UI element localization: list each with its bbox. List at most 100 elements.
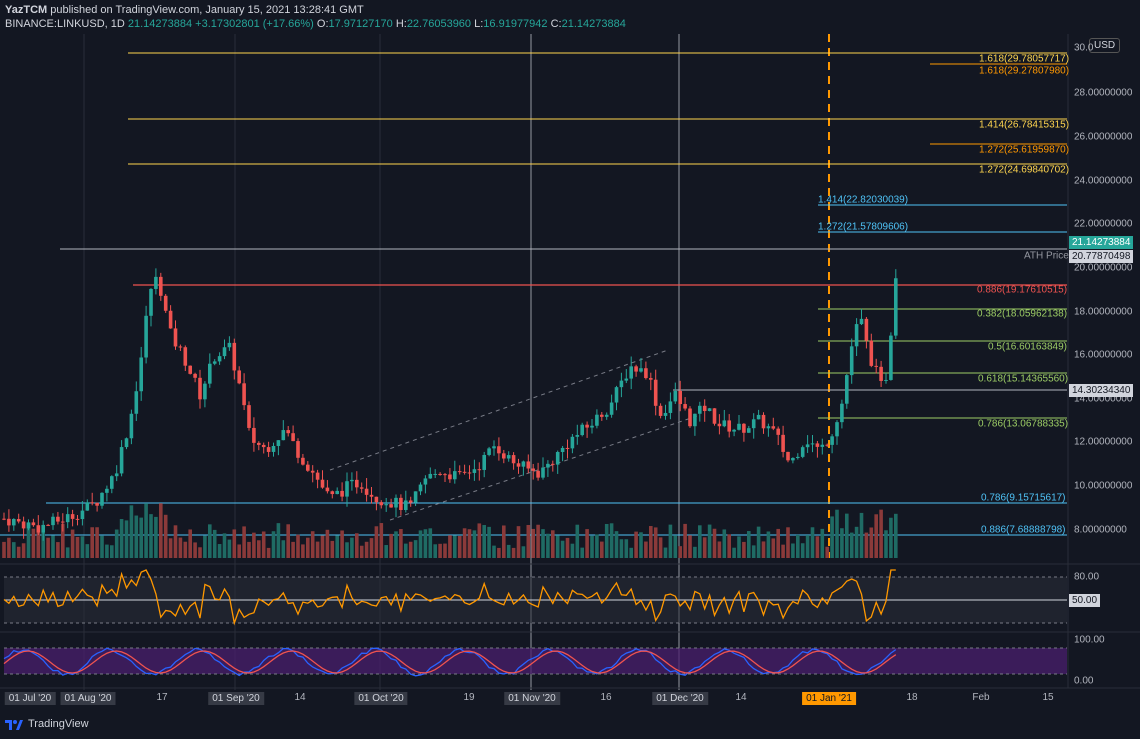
candlesticks[interactable] bbox=[2, 268, 898, 541]
candle-body bbox=[276, 440, 281, 446]
volume-bar bbox=[56, 542, 60, 558]
candle-body bbox=[100, 492, 104, 506]
volume-bar bbox=[722, 529, 727, 558]
candle-body bbox=[31, 522, 36, 526]
candle-body bbox=[815, 443, 820, 447]
price-tick: 12.00000000 bbox=[1074, 436, 1133, 448]
volume-bar bbox=[70, 529, 75, 558]
volume-bar bbox=[800, 543, 805, 558]
candle-body bbox=[874, 365, 878, 367]
volume-bar bbox=[565, 537, 570, 558]
candle-body bbox=[830, 436, 834, 445]
volume-bar bbox=[7, 537, 11, 558]
open-value: 17.97127170 bbox=[328, 18, 393, 30]
volume-bar bbox=[707, 524, 712, 558]
candle-body bbox=[418, 484, 423, 492]
brand-name: TradingView bbox=[28, 718, 89, 730]
candle-body bbox=[600, 414, 604, 417]
publisher-name[interactable]: YazTCM bbox=[5, 4, 48, 16]
fib-label: 1.414(22.82030039) bbox=[818, 194, 909, 206]
candle-body bbox=[335, 490, 339, 495]
fib-label: 1.272(25.61959870) bbox=[979, 144, 1070, 156]
volume-bar bbox=[276, 523, 281, 558]
high-value: 22.76053960 bbox=[406, 18, 472, 30]
candle-body bbox=[168, 310, 173, 329]
candle-body bbox=[796, 456, 800, 458]
time-tick: 01 Sep '20 bbox=[208, 692, 264, 705]
volume-bar bbox=[21, 543, 26, 558]
volume-bar bbox=[85, 544, 90, 558]
candle-body bbox=[845, 375, 849, 404]
candle-body bbox=[149, 288, 153, 316]
volume-bar bbox=[546, 533, 550, 558]
volume-bar bbox=[619, 539, 624, 558]
volume-bar bbox=[756, 526, 761, 558]
candle-body bbox=[653, 379, 658, 406]
volume-bar bbox=[217, 544, 222, 558]
candle-body bbox=[624, 378, 629, 381]
volume-bar bbox=[497, 547, 501, 558]
candle-body bbox=[80, 510, 85, 520]
volume-bar bbox=[815, 536, 820, 558]
currency-button[interactable]: USD bbox=[1089, 38, 1121, 53]
volume-bar bbox=[291, 541, 295, 558]
price-chart-canvas[interactable] bbox=[0, 34, 1140, 714]
volume-bar bbox=[737, 536, 741, 558]
time-tick: 19 bbox=[463, 692, 475, 703]
fib-label: 0.786(9.15715617) bbox=[981, 492, 1066, 504]
candle-body bbox=[698, 405, 702, 414]
volume-bar bbox=[41, 531, 45, 558]
candle-body bbox=[800, 447, 805, 457]
candle-body bbox=[531, 468, 535, 471]
candle-body bbox=[257, 442, 261, 445]
candle-body bbox=[702, 405, 707, 412]
volume-bar bbox=[119, 519, 124, 558]
candle-body bbox=[776, 428, 780, 435]
stoch-rsi-pane[interactable] bbox=[3, 647, 1067, 677]
fib-label: 1.618(29.27807980) bbox=[979, 65, 1070, 77]
volume-bar bbox=[90, 527, 94, 558]
candle-body bbox=[457, 471, 462, 473]
volume-bar bbox=[639, 532, 643, 558]
volume-bar bbox=[894, 513, 898, 558]
candle-body bbox=[555, 452, 560, 465]
candle-body bbox=[16, 519, 21, 522]
candle-body bbox=[859, 318, 864, 325]
candle-body bbox=[296, 441, 300, 458]
volume-bar bbox=[374, 526, 379, 558]
candle-body bbox=[237, 370, 241, 384]
volume-bar bbox=[717, 541, 722, 558]
volume-bar bbox=[781, 544, 785, 558]
volume-bar bbox=[570, 543, 575, 558]
volume-bar bbox=[580, 547, 584, 558]
volume-bar bbox=[364, 541, 369, 558]
volume-bar bbox=[864, 532, 869, 558]
volume-bar bbox=[751, 545, 756, 558]
price-tick: 28.00000000 bbox=[1074, 87, 1133, 99]
rsi-upper-tick: 80.00 bbox=[1074, 571, 1100, 583]
volume-bar bbox=[384, 545, 388, 558]
fib-label: 0.618(15.14365560) bbox=[978, 373, 1069, 385]
volume-bar bbox=[786, 527, 790, 558]
symbol-label[interactable]: BINANCE:LINKUSD, 1D bbox=[5, 18, 125, 30]
volume-bar bbox=[663, 547, 668, 558]
tradingview-logo[interactable]: TradingView bbox=[5, 718, 89, 730]
volume-bar bbox=[110, 545, 114, 558]
candle-body bbox=[364, 488, 369, 495]
candle-body bbox=[477, 469, 482, 471]
candle-body bbox=[306, 464, 310, 471]
volume-bar bbox=[585, 529, 589, 558]
volume-bar bbox=[320, 535, 325, 558]
volume-bar bbox=[457, 535, 462, 558]
time-tick: 15 bbox=[1042, 692, 1054, 703]
candle-body bbox=[614, 387, 619, 403]
volume-bar bbox=[310, 531, 315, 558]
candle-body bbox=[320, 479, 325, 488]
candle-body bbox=[658, 405, 663, 416]
price-tick: 20.00000000 bbox=[1074, 262, 1133, 274]
rsi-pane[interactable] bbox=[3, 569, 1067, 626]
candle-body bbox=[560, 447, 565, 453]
trend-channel bbox=[329, 349, 701, 521]
footer: TradingView bbox=[0, 714, 1140, 739]
candle-body bbox=[737, 423, 741, 430]
